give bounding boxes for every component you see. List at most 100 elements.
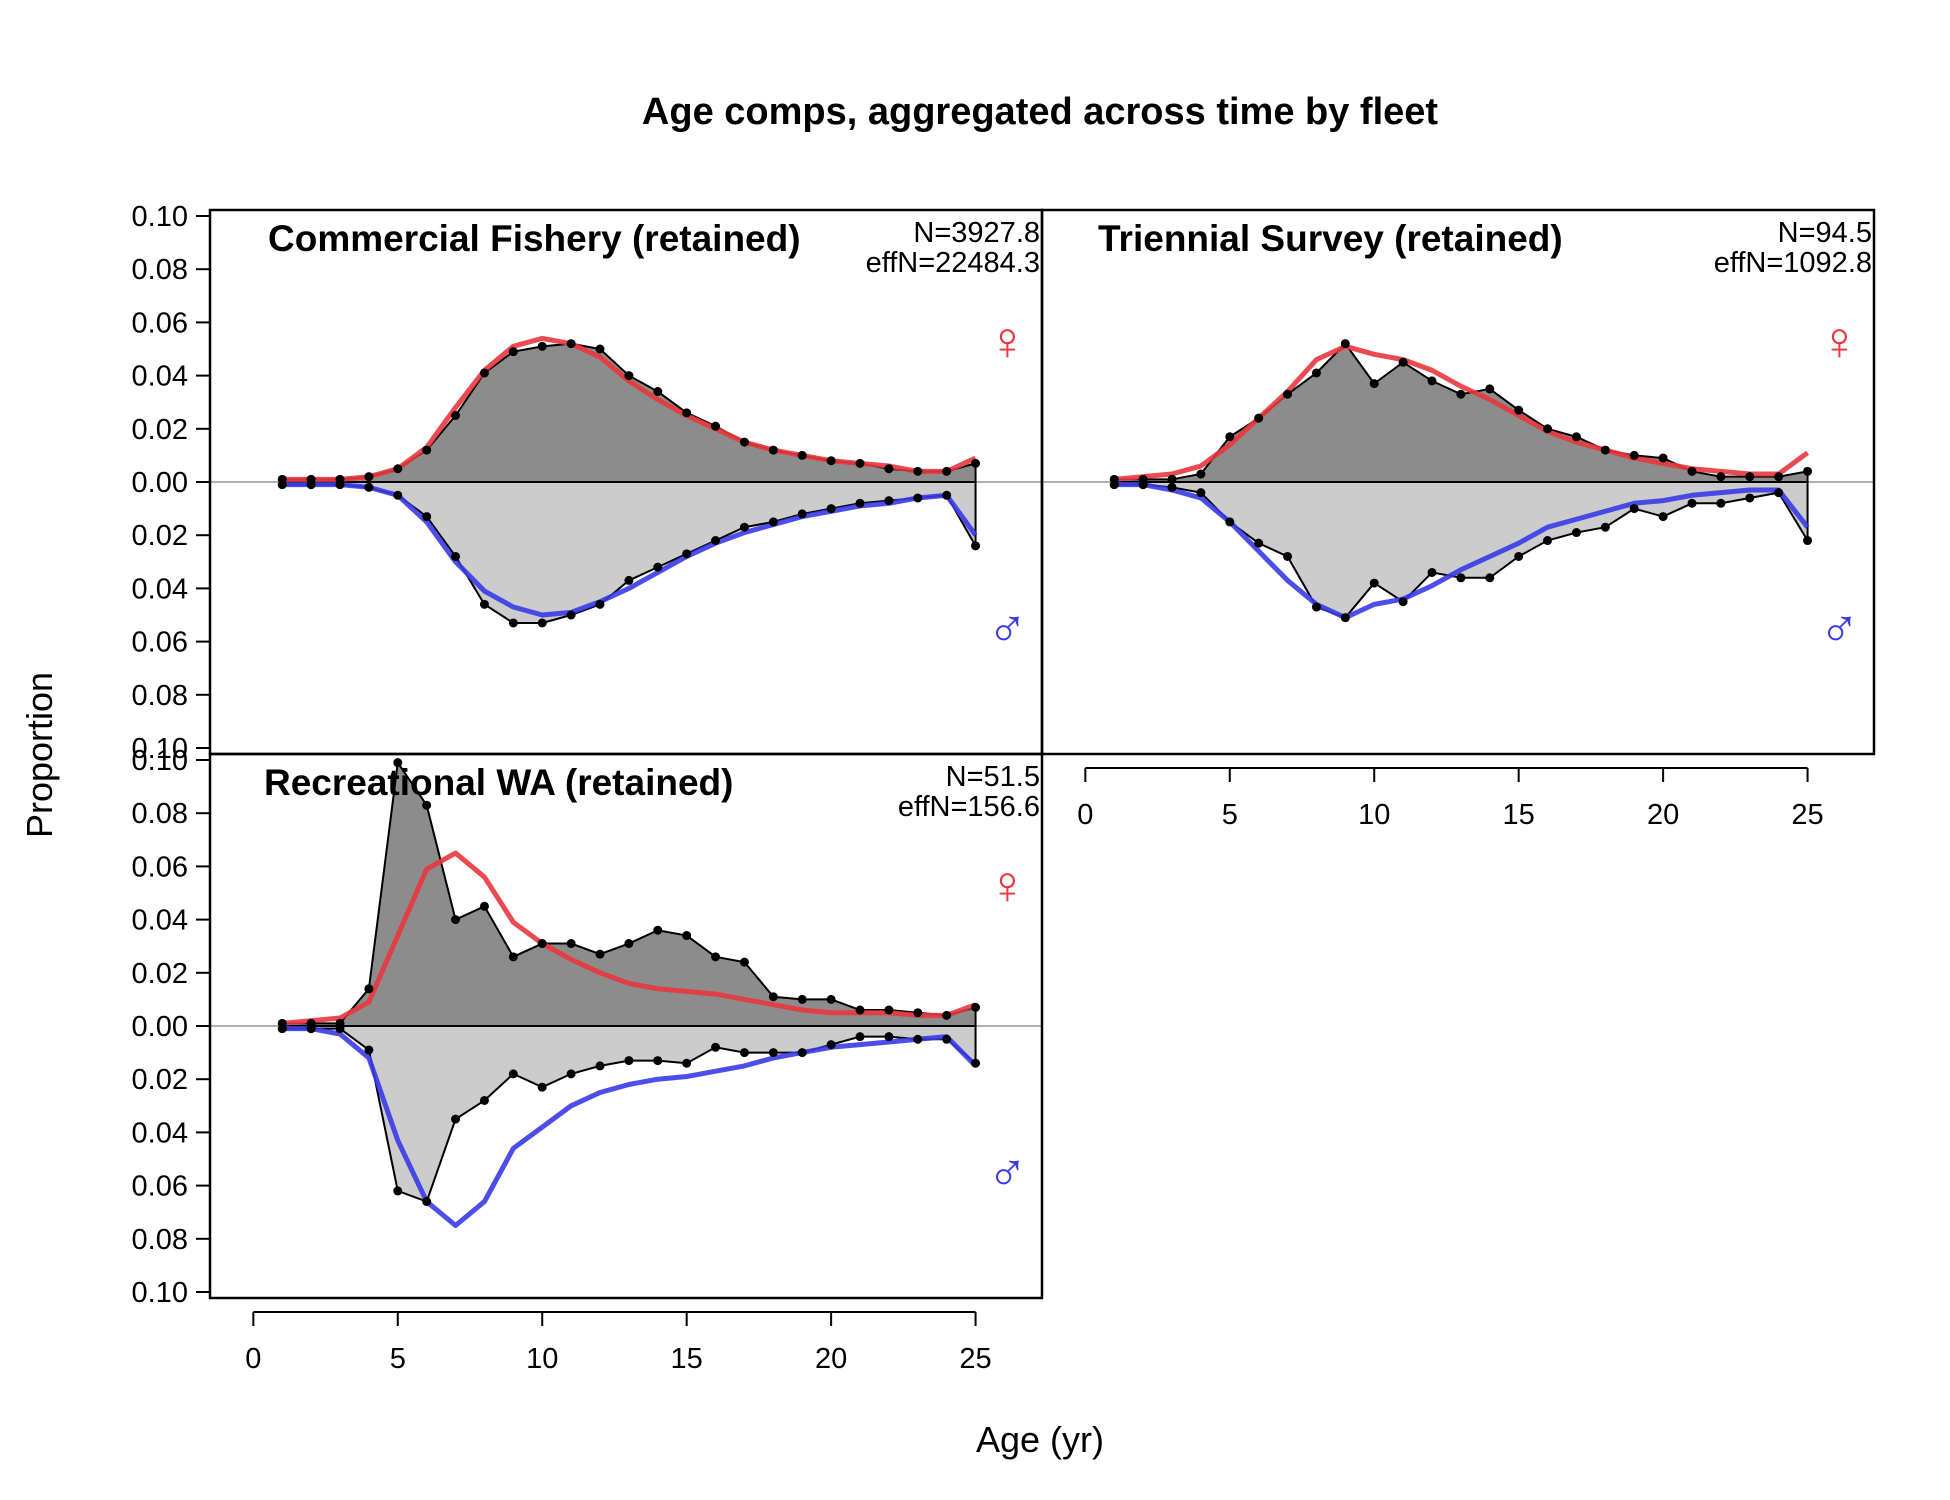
female-observed-point [855, 1005, 865, 1015]
male-observed-point [1398, 597, 1408, 607]
y-tick-label: 0.00 [132, 467, 188, 499]
male-observed-point [768, 517, 778, 527]
male-observed-point [1716, 498, 1726, 508]
male-observed-point [1774, 488, 1784, 498]
y-tick-label: 0.04 [132, 361, 188, 393]
y-tick-label: 0.10 [132, 1277, 188, 1309]
y-tick-label: 0.08 [132, 1224, 188, 1256]
male-observed-point [653, 1056, 663, 1066]
male-symbol: ♂ [987, 599, 1028, 659]
x-tick-label: 15 [671, 1343, 703, 1375]
y-tick-label: 0.04 [132, 1117, 188, 1149]
female-observed-point [942, 466, 952, 476]
female-observed-point [653, 925, 663, 935]
female-observed-point [451, 411, 461, 420]
female-observed-point [884, 1005, 894, 1015]
male-observed-point [711, 536, 721, 546]
female-observed-point [1196, 469, 1206, 479]
female-observed-point [855, 458, 865, 468]
male-observed-point [277, 1024, 287, 1034]
male-observed-point [566, 610, 576, 620]
male-observed-point [1687, 498, 1697, 508]
effn-label: effN=1092.8 [1714, 247, 1872, 279]
x-tick-label: 5 [390, 1343, 406, 1375]
male-observed-point [711, 1042, 721, 1052]
male-observed-point [1167, 482, 1177, 492]
male-observed-point [537, 618, 547, 628]
female-observed-point [1427, 376, 1437, 386]
male-observed-point [942, 1034, 952, 1044]
female-observed-point [768, 992, 778, 1002]
male-observed-point [451, 1114, 461, 1124]
female-observed-point [1658, 453, 1668, 463]
male-observed-point [364, 482, 374, 492]
male-observed-point [971, 1058, 981, 1068]
male-observed-point [1283, 551, 1293, 561]
x-tick-label: 5 [1222, 799, 1238, 831]
female-observed-point [393, 464, 403, 474]
male-observed-point [1340, 613, 1350, 623]
female-observed-point [595, 949, 605, 959]
female-symbol: ♀ [1819, 312, 1860, 372]
female-observed-point [913, 1008, 923, 1018]
male-observed-point [1600, 522, 1610, 532]
male-observed-point [797, 509, 807, 519]
female-observed-point [537, 939, 547, 949]
male-observed-area [282, 1026, 976, 1202]
x-tick-label: 0 [1077, 799, 1093, 831]
female-symbol: ♀ [987, 856, 1028, 916]
female-observed-area [1114, 343, 1808, 482]
male-observed-area [282, 482, 976, 623]
female-observed-point [826, 994, 836, 1004]
male-observed-point [855, 498, 865, 508]
male-expected-line [282, 1026, 978, 1228]
y-tick-label: 0.10 [132, 201, 188, 233]
n-label: N=3927.8 [913, 217, 1040, 249]
male-observed-point [913, 1034, 923, 1044]
y-tick-label: 0.06 [132, 627, 188, 659]
female-observed-point [1283, 389, 1293, 399]
female-observed-point [1340, 339, 1350, 349]
y-tick-label: 0.06 [132, 1171, 188, 1203]
male-observed-point [364, 1045, 374, 1055]
male-observed-point [884, 496, 894, 506]
male-observed-point [1571, 528, 1581, 538]
female-observed-point [566, 939, 576, 949]
female-observed-point [1687, 466, 1697, 476]
female-observed-point [1543, 424, 1553, 434]
female-observed-point [971, 1002, 981, 1012]
x-tick-label: 20 [1647, 799, 1679, 831]
female-observed-point [508, 952, 518, 962]
female-observed-point [479, 901, 489, 911]
y-tick-label: 0.10 [132, 745, 188, 777]
female-observed-point [1774, 472, 1784, 482]
male-observed-point [1629, 504, 1639, 514]
y-tick-label: 0.06 [132, 851, 188, 883]
male-observed-point [306, 1024, 316, 1034]
female-observed-point [942, 1010, 952, 1020]
x-axis-label: Age (yr) [976, 1419, 1104, 1460]
male-observed-point [479, 1095, 489, 1105]
female-observed-point [797, 994, 807, 1004]
female-observed-point [682, 408, 692, 418]
female-observed-point [1456, 389, 1466, 399]
male-observed-point [566, 1069, 576, 1079]
female-observed-point [913, 466, 923, 476]
male-observed-area [1114, 482, 1808, 618]
y-tick-label: 0.08 [132, 254, 188, 286]
female-observed-point [768, 445, 778, 455]
female-observed-point [1225, 432, 1235, 442]
y-tick-label: 0.02 [132, 958, 188, 990]
male-symbol: ♂ [1819, 599, 1860, 659]
female-observed-point [1167, 474, 1177, 484]
male-observed-point [277, 480, 287, 490]
male-observed-point [682, 549, 692, 559]
female-observed-point [537, 341, 547, 351]
female-observed-point [1514, 405, 1524, 415]
x-tick-label: 0 [245, 1343, 261, 1375]
female-observed-point [1629, 450, 1639, 460]
y-tick-label: 0.02 [132, 414, 188, 446]
male-observed-point [855, 1032, 865, 1042]
panel-title: Recreational WA (retained) [264, 762, 733, 803]
